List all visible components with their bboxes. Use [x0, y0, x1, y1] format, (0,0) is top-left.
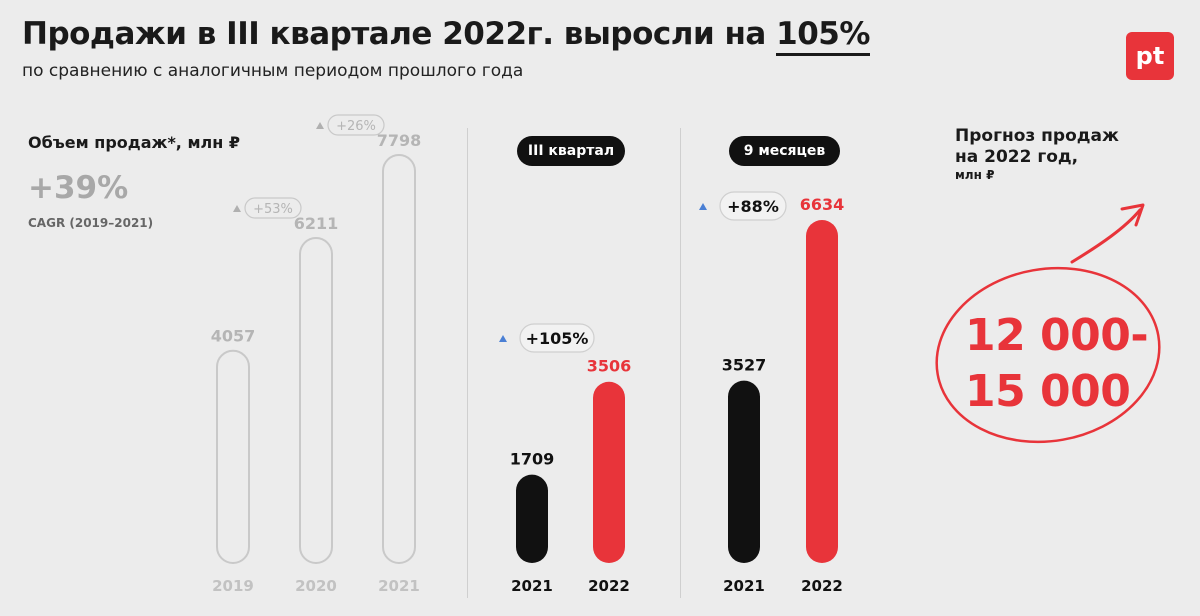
forecast-value-line1: 12 000-	[965, 310, 1149, 361]
page-title: Продажи в III квартале 2022г. выросли на…	[22, 16, 870, 56]
bar-value-label: 3527	[722, 356, 767, 375]
bar-value-label: 7798	[377, 131, 422, 150]
title-highlight: 105%	[776, 16, 870, 56]
bar-2021	[516, 474, 548, 563]
bar-2021	[728, 380, 760, 563]
pt-logo: pt	[1126, 32, 1174, 80]
cagr-label: CAGR (2019–2021)	[28, 216, 154, 230]
growth-badge-label: +53%	[253, 202, 293, 217]
bar-2021	[382, 154, 416, 564]
x-tick-label: 2020	[295, 577, 337, 595]
growth-badge-label: +105%	[526, 329, 589, 348]
growth-badge-label: +26%	[336, 119, 376, 134]
bar-2020	[299, 237, 333, 564]
forecast-circle	[935, 266, 1161, 444]
forecast-title-line2: на 2022 год,	[955, 147, 1079, 167]
q3-pill: III квартал	[517, 136, 625, 166]
bar-value-label: 3506	[587, 357, 632, 376]
growth-badge	[327, 114, 385, 136]
cagr-value: +39%	[28, 170, 129, 206]
forecast-arrow-line	[1070, 208, 1142, 264]
bar-2022	[806, 220, 838, 563]
forecast-unit: млн ₽	[955, 168, 995, 182]
forecast-value-line2: 15 000	[965, 366, 1131, 417]
nine-months-pill: 9 месяцев	[729, 136, 840, 166]
x-tick-label: 2021	[723, 577, 765, 595]
growth-arrow-icon	[699, 203, 707, 210]
bar-value-label: 1709	[510, 450, 555, 469]
forecast-value: 12 000- 15 000	[965, 308, 1149, 420]
growth-badge	[519, 323, 595, 353]
growth-badge	[719, 191, 787, 221]
growth-badge-label: +88%	[727, 197, 779, 216]
bar-2019	[216, 349, 250, 565]
x-tick-label: 2022	[801, 577, 843, 595]
bar-value-label: 6211	[294, 214, 339, 233]
divider-right	[680, 128, 681, 598]
sales-volume-title: Объем продаж*, млн ₽	[28, 133, 241, 152]
page-subtitle: по сравнению с аналогичным периодом прош…	[22, 61, 524, 81]
forecast-arrow-head	[1120, 203, 1145, 227]
bar-value-label: 4057	[211, 327, 256, 346]
growth-arrow-icon	[233, 205, 241, 213]
forecast-title-line1: Прогноз продаж	[955, 126, 1119, 146]
bar-2022	[593, 381, 625, 563]
x-tick-label: 2019	[212, 577, 254, 595]
growth-arrow-icon	[316, 122, 324, 129]
bar-value-label: 6634	[800, 195, 845, 214]
growth-arrow-icon	[499, 335, 507, 342]
x-tick-label: 2021	[511, 577, 553, 595]
title-prefix: Продажи в III квартале 2022г. выросли на	[22, 16, 766, 52]
x-tick-label: 2022	[588, 577, 630, 595]
forecast-title: Прогноз продаж на 2022 год,	[955, 126, 1119, 168]
growth-badge	[244, 197, 302, 219]
divider-left	[467, 128, 468, 598]
x-tick-label: 2021	[378, 577, 420, 595]
